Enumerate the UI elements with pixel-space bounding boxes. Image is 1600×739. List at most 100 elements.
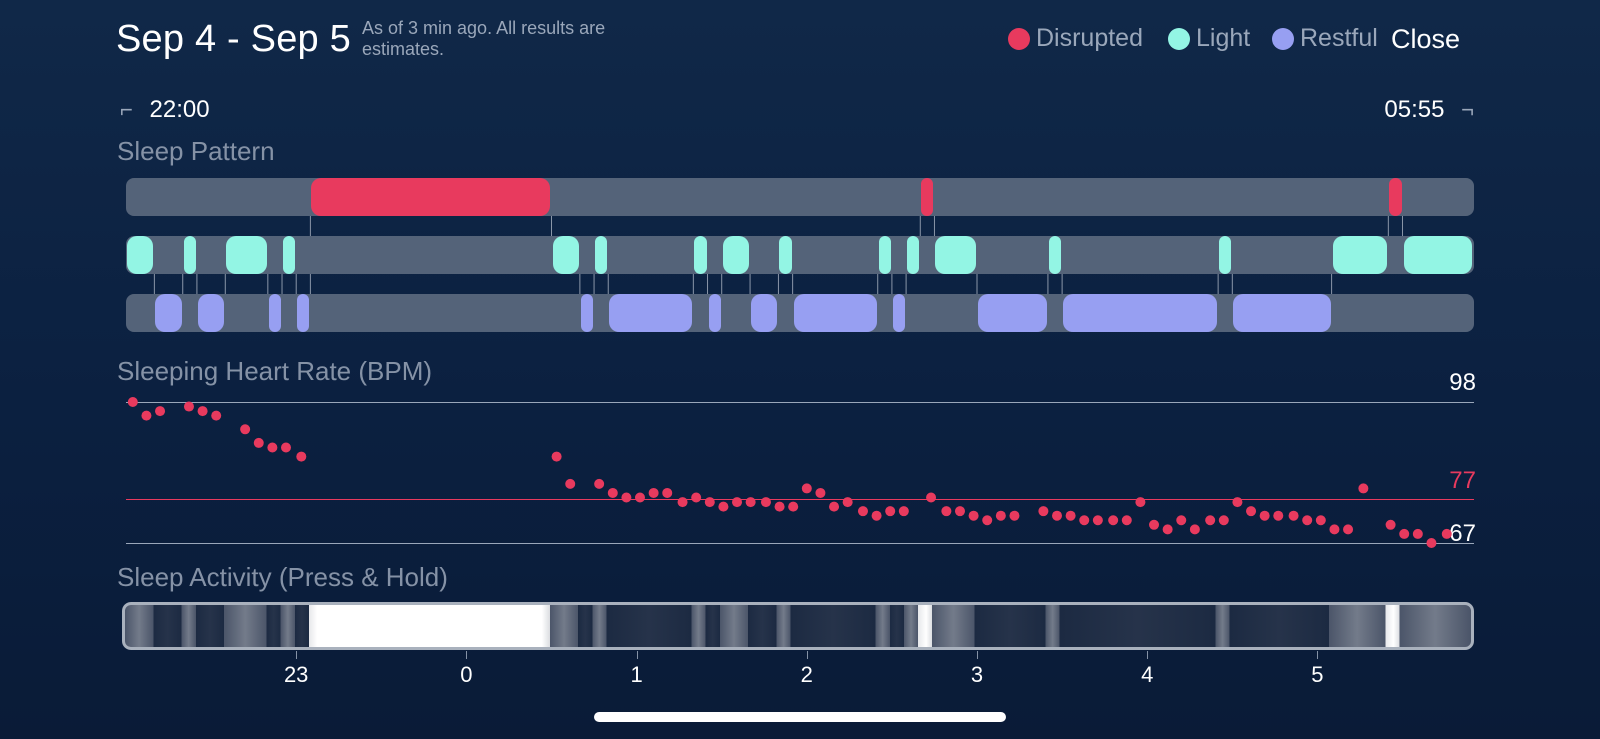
sleep-pattern-title: Sleep Pattern [117,136,275,166]
min-line [126,543,1474,544]
max-value: 98 [1449,369,1476,396]
heart-rate-point [815,487,826,498]
x-tick-mark [636,651,638,659]
heart-rate-point [788,501,799,512]
heart-rate-point [1162,524,1173,535]
segment-light [552,236,579,274]
x-tick-label: 5 [1311,662,1324,687]
heart-rate-point [1288,510,1299,521]
avg-value: 77 [1449,467,1476,494]
heart-rate-point [842,497,853,508]
heart-rate-point [1121,515,1132,526]
heart-rate-point [197,406,208,417]
start-time-label: 22:00 [149,96,210,123]
segment-light [935,236,976,274]
legend-disrupted: Disrupted [1008,24,1143,53]
segment-restful [978,294,1047,332]
heart-rate-point [240,424,251,435]
x-tick-mark [296,651,298,659]
heart-rate-point [211,410,222,421]
x-tick-label: 4 [1141,662,1154,687]
heart-rate-scatter [127,397,1452,548]
heart-rate-point [183,401,194,412]
heart-rate-point [280,442,291,453]
segment-light [779,236,792,274]
segment-disrupted [1389,178,1402,216]
segment-light [1219,236,1232,274]
heart-rate-point [1343,524,1354,535]
x-tick-label: 1 [630,662,643,687]
heart-rate-point [1108,515,1119,526]
heart-rate-point [1009,510,1020,521]
heart-rate-point [296,451,307,462]
x-tick-mark [806,651,808,659]
heart-rate-point [1052,510,1063,521]
end-time-label: 05:55 [1384,96,1445,123]
subtitle: As of 3 min ago. All results are estimat… [362,18,606,59]
segment-restful [297,294,310,332]
close-button[interactable]: Close [1390,24,1460,54]
heart-rate-point [565,478,576,489]
heart-rate-point [662,487,673,498]
segment-light [183,236,196,274]
segment-light [722,236,750,274]
segment-light [878,236,891,274]
heart-rate-point [607,487,618,498]
light-track [126,236,1474,274]
heart-rate-point [621,492,632,503]
heart-rate-point [1079,515,1090,526]
segment-restful [1233,294,1331,332]
segment-light [226,236,267,274]
heart-rate-point [885,506,896,517]
heart-rate-point [141,410,152,421]
heart-rate-point [1092,515,1103,526]
heart-rate-point [954,506,965,517]
heart-rate-point [691,492,702,503]
heart-rate-point [760,497,771,508]
sleep-activity-title[interactable]: Sleep Activity (Press & Hold) [117,562,448,592]
heart-rate-point [127,397,138,407]
heart-rate-point [1315,515,1326,526]
segment-light [694,236,707,274]
legend-light: Light [1168,24,1250,53]
heart-rate-point [774,501,785,512]
segment-light [907,236,920,274]
page-title: Sep 4 - Sep 5 [116,18,351,60]
x-tick-label: 2 [800,662,813,687]
segment-light [1403,236,1473,274]
heart-rate-point [871,510,882,521]
bracket-right-icon: ¬ [1461,97,1474,122]
heart-rate-point [1441,528,1452,539]
light-dot-icon [1168,27,1190,50]
max-line [126,402,1474,403]
legend-label: Disrupted [1036,24,1143,52]
segment-restful [580,294,594,332]
restful-track [126,294,1474,332]
heart-rate-point [1412,528,1423,539]
home-indicator[interactable] [594,712,1006,722]
segment-light [127,236,154,274]
heart-rate-point [857,506,868,517]
heart-rate-point [829,501,840,512]
disrupted-dot-icon [1008,27,1030,50]
heart-rate-point [704,497,715,508]
sleep-activity-heatmap[interactable] [122,602,1474,650]
segment-restful [1063,294,1218,332]
heart-rate-point [253,437,264,448]
heart-rate-point [718,501,729,512]
heart-rate-point [1259,510,1270,521]
heart-rate-point [995,510,1006,521]
heart-rate-point [801,483,812,494]
avg-line [126,499,1474,500]
heart-rate-point [982,515,993,526]
end-time: 05:55 ¬ [1384,96,1474,124]
segment-disrupted [311,178,551,216]
segment-disrupted [921,178,934,216]
heart-rate-point [551,451,562,462]
segment-light [283,236,296,274]
segment-restful [268,294,281,332]
heart-rate-point [1302,515,1313,526]
heart-rate-point [732,497,743,508]
heart-rate-point [1329,524,1340,535]
heart-rate-point [1246,506,1257,517]
